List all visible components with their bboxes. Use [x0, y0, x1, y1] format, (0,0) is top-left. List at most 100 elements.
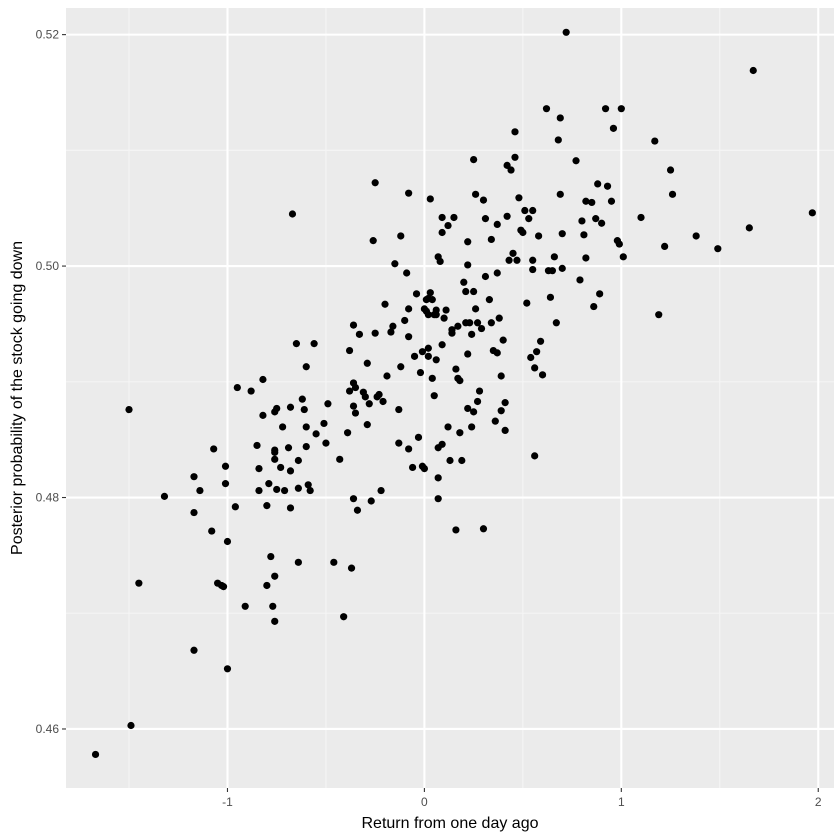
data-point [464, 350, 472, 358]
data-point [127, 721, 135, 730]
data-point [405, 189, 413, 197]
data-point [223, 665, 232, 673]
data-point [470, 287, 478, 296]
data-point [464, 261, 472, 269]
data-point [397, 363, 405, 371]
data-point [221, 462, 230, 470]
data-point [383, 372, 391, 380]
data-point [472, 305, 480, 313]
data-point [397, 232, 405, 240]
data-point [434, 474, 442, 482]
data-point [556, 190, 564, 198]
data-point [377, 486, 385, 495]
data-point [505, 256, 513, 264]
data-point [479, 196, 488, 204]
data-point [363, 359, 371, 367]
data-point [330, 558, 338, 566]
data-point [340, 613, 348, 621]
data-point [503, 212, 511, 220]
data-point [446, 456, 454, 465]
data-point [592, 215, 600, 223]
data-point [263, 502, 271, 510]
data-point [444, 221, 452, 230]
data-point [387, 328, 395, 336]
data-point [361, 393, 369, 401]
data-point [420, 464, 428, 473]
data-point [365, 400, 373, 408]
data-point [531, 364, 539, 372]
data-point [190, 646, 198, 654]
data-point [395, 405, 403, 414]
data-point [438, 440, 446, 448]
data-point [501, 399, 509, 407]
data-point [279, 423, 287, 431]
data-point [253, 441, 261, 450]
data-point [424, 352, 432, 360]
data-point [349, 402, 358, 410]
data-point [403, 269, 411, 277]
data-point [466, 319, 474, 327]
data-point [808, 209, 816, 217]
data-point [548, 267, 557, 275]
data-point [468, 330, 476, 338]
data-point [527, 353, 535, 362]
data-point [588, 198, 596, 207]
y-axis-title: Posterior probability of the stock going… [9, 241, 26, 555]
data-point [371, 179, 379, 187]
data-point [312, 430, 320, 438]
data-point [470, 156, 478, 164]
data-point [375, 390, 383, 399]
data-point [464, 404, 472, 413]
data-point [284, 444, 293, 452]
data-point [280, 486, 289, 495]
data-point [349, 495, 358, 503]
x-tick-label: 2 [815, 795, 822, 809]
data-point [389, 322, 397, 330]
data-point [462, 287, 470, 296]
data-point [493, 220, 501, 229]
data-point [271, 572, 279, 580]
data-point [210, 445, 218, 453]
data-point [271, 446, 279, 454]
data-point [271, 455, 279, 463]
data-point [533, 348, 541, 356]
data-point [265, 480, 273, 488]
data-point [603, 182, 612, 190]
data-point [438, 213, 446, 222]
data-point [324, 400, 332, 408]
data-point [288, 210, 297, 218]
y-tick-label: 0.48 [36, 491, 60, 505]
data-point [531, 452, 539, 460]
data-point [367, 497, 375, 505]
data-point [405, 333, 413, 341]
data-point [395, 439, 403, 447]
data-point [582, 254, 590, 262]
data-point [442, 306, 450, 314]
data-point [345, 387, 354, 395]
data-point [424, 344, 432, 352]
data-point [572, 157, 580, 165]
data-point [426, 289, 434, 297]
data-point [491, 417, 499, 425]
data-point [617, 105, 625, 113]
data-point [619, 253, 627, 261]
data-point [523, 299, 531, 307]
data-point [558, 230, 566, 238]
data-point [347, 564, 356, 572]
data-point [277, 463, 285, 472]
x-axis-title: Return from one day ago [362, 815, 539, 832]
data-point [294, 558, 302, 566]
data-point [302, 423, 310, 431]
x-axis-ticks: -1 0 1 2 [222, 788, 822, 809]
data-point [511, 128, 519, 136]
data-point [481, 272, 490, 281]
data-point [655, 311, 663, 319]
y-axis-ticks: 0.46 0.48 0.50 0.52 [36, 28, 66, 736]
data-point [405, 445, 413, 453]
data-point [536, 337, 545, 345]
data-point [208, 527, 216, 535]
data-point [125, 405, 133, 414]
data-point [529, 256, 537, 264]
data-point [381, 300, 389, 308]
data-point [470, 408, 478, 416]
